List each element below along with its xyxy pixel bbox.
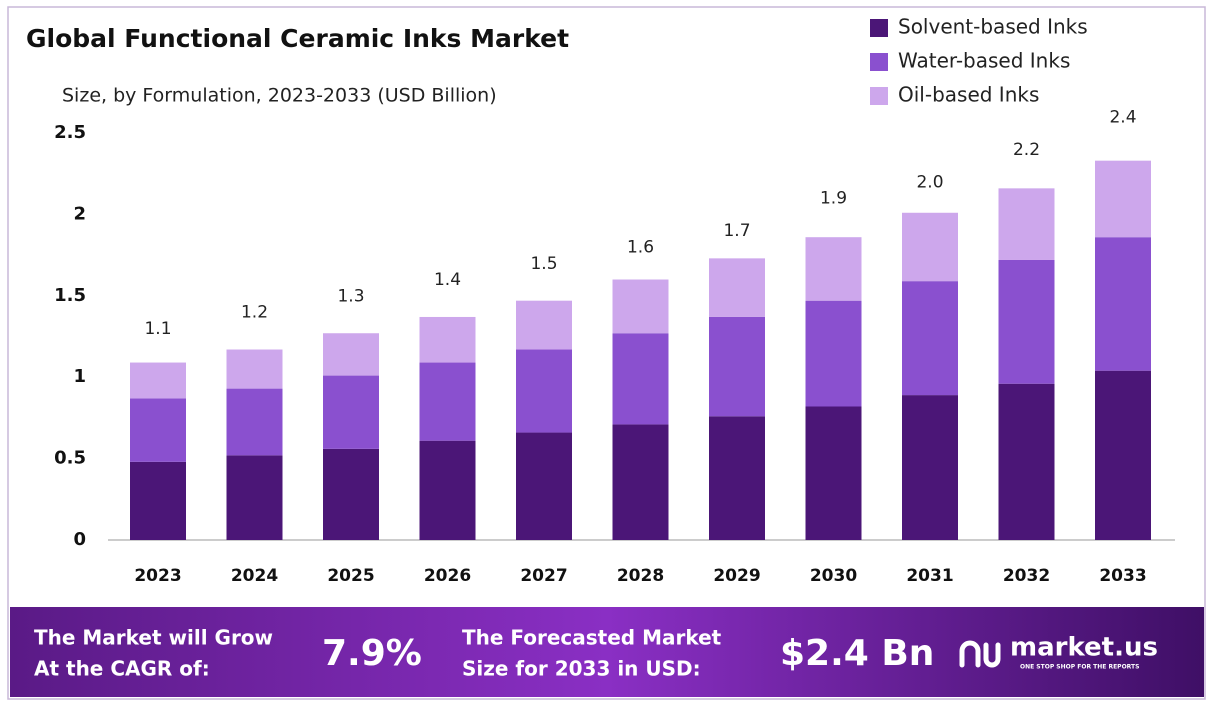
bar-segment [130, 398, 186, 462]
legend-label: Water-based Inks [898, 49, 1070, 73]
bar-segment [130, 362, 186, 399]
bar-segment [805, 300, 862, 407]
bar-segment [998, 383, 1055, 540]
bar-segment [612, 333, 669, 425]
legend-label: Oil-based Inks [898, 83, 1039, 107]
frame [7, 6, 1206, 700]
x-tick-label: 2026 [424, 566, 471, 586]
total-label: 1.7 [723, 221, 750, 241]
total-label: 1.5 [530, 254, 557, 274]
bar-segment [516, 432, 572, 540]
x-tick-label: 2024 [231, 566, 278, 586]
bar-segment [516, 349, 572, 433]
chart-title: Global Functional Ceramic Inks Market [26, 24, 569, 53]
x-tick-label: 2033 [1099, 566, 1146, 586]
total-label: 1.3 [337, 286, 364, 306]
bar-segment [323, 333, 379, 376]
bar-segment [323, 375, 379, 449]
bar-segment [516, 300, 572, 350]
total-label: 1.2 [241, 303, 268, 323]
total-label: 1.1 [144, 319, 171, 339]
bar-segment [902, 212, 958, 282]
x-tick-label: 2032 [1003, 566, 1050, 586]
x-tick-label: 2027 [520, 566, 567, 586]
total-label: 1.6 [627, 238, 654, 258]
x-tick-label: 2025 [327, 566, 374, 586]
bar-segment [612, 424, 669, 540]
y-tick-label: 2 [73, 203, 86, 224]
y-tick-label: 1 [73, 366, 86, 387]
bar-segment [1095, 160, 1151, 238]
cagr-label: The Market will Grow [34, 626, 273, 650]
x-tick-label: 2031 [906, 566, 953, 586]
tagline: ONE STOP SHOP FOR THE REPORTS [1020, 664, 1139, 671]
bar-segment [1095, 370, 1151, 540]
bar-segment [130, 461, 186, 540]
bar-segment [805, 406, 862, 540]
x-tick-label: 2030 [810, 566, 857, 586]
x-tick-label: 2029 [713, 566, 760, 586]
y-tick-label: 0.5 [54, 448, 86, 469]
bar-segment [419, 440, 476, 540]
bar-segment [805, 237, 862, 301]
y-tick-label: 0 [73, 529, 86, 550]
legend-swatch [870, 19, 888, 37]
total-label: 1.9 [820, 189, 847, 209]
legend-swatch [870, 87, 888, 105]
chart-subtitle: Size, by Formulation, 2023-2033 (USD Bil… [62, 85, 497, 107]
logo-icon [959, 640, 1001, 668]
legend-label: Solvent-based Inks [898, 15, 1088, 39]
forecast-value: $2.4 Bn [780, 633, 934, 674]
bar-segment [419, 362, 476, 441]
brand: market.us [1010, 633, 1158, 663]
bar-segment [902, 281, 958, 396]
cagr-label: At the CAGR of: [34, 657, 210, 681]
bar-segment [226, 349, 283, 389]
bar-segment [1095, 237, 1151, 371]
total-label: 1.4 [434, 270, 461, 290]
y-tick-label: 2.5 [54, 122, 86, 143]
y-tick-label: 1.5 [54, 285, 86, 306]
forecast-label: Size for 2033 in USD: [462, 657, 701, 681]
x-tick-label: 2023 [134, 566, 181, 586]
bar-segment [709, 416, 765, 540]
bar-segment [323, 448, 379, 540]
bar-segment [226, 388, 283, 456]
legend-swatch [870, 53, 888, 71]
bar-segment [419, 316, 476, 363]
bar-segment [709, 258, 765, 317]
forecast-label: The Forecasted Market [462, 626, 722, 650]
total-label: 2.0 [916, 172, 943, 192]
bar-segment [612, 279, 669, 334]
total-label: 2.4 [1109, 107, 1136, 127]
bar-segment [226, 455, 283, 540]
bar-segment [709, 316, 765, 417]
footer-band [10, 607, 1204, 697]
x-tick-label: 2028 [617, 566, 664, 586]
cagr-value: 7.9% [322, 633, 422, 674]
total-label: 2.2 [1013, 140, 1040, 160]
bar-segment [998, 188, 1055, 260]
bar-segment [902, 395, 958, 540]
bar-segment [998, 259, 1055, 384]
